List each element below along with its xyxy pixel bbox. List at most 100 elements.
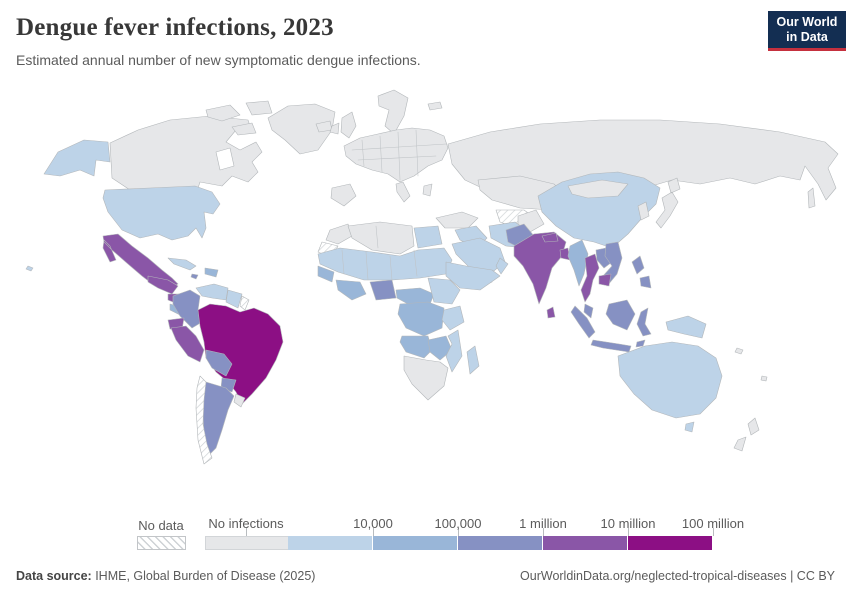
country-algeria-libya[interactable] (347, 221, 415, 255)
country-scandinavia[interactable] (377, 89, 409, 135)
country-bolivia[interactable] (205, 349, 233, 377)
country-peru[interactable] (170, 325, 205, 363)
country-india[interactable] (513, 231, 567, 305)
legend-label-10m: 10 million (600, 516, 656, 531)
country-new-guinea[interactable] (665, 315, 707, 339)
country-myanmar[interactable] (567, 239, 589, 287)
country-greece[interactable] (422, 183, 433, 197)
country-canada-arctic-island[interactable] (245, 100, 273, 116)
country-thailand[interactable] (580, 253, 600, 303)
legend-bin-no-infections[interactable] (205, 536, 290, 550)
country-turkey[interactable] (435, 211, 479, 229)
country-sahel-band[interactable] (317, 247, 453, 281)
data-source-prefix: Data source: (16, 569, 92, 583)
legend-tick (628, 528, 629, 536)
legend-tick (458, 528, 459, 536)
country-egypt[interactable] (413, 225, 443, 249)
country-malaysia[interactable] (583, 303, 594, 319)
country-italy[interactable] (395, 181, 411, 203)
country-nepal[interactable] (541, 232, 559, 243)
country-southern-africa[interactable] (403, 355, 449, 401)
legend-bin-10k[interactable] (288, 536, 373, 550)
country-tasmania[interactable] (684, 421, 695, 433)
country-chile[interactable] (195, 375, 213, 465)
country-cambodia[interactable] (598, 273, 612, 287)
country-venezuela[interactable] (195, 283, 229, 301)
country-french-guiana[interactable] (239, 295, 250, 311)
country-sulawesi[interactable] (636, 307, 652, 337)
country-jamaica[interactable] (190, 273, 199, 280)
country-korea[interactable] (637, 201, 650, 221)
legend-label-no-infections: No infections (208, 516, 284, 531)
country-mozambique[interactable] (445, 329, 463, 373)
country-borneo[interactable] (605, 299, 636, 331)
country-greenland[interactable] (267, 103, 336, 155)
legend-label-100m: 100 million (681, 516, 745, 531)
country-sakhalin[interactable] (807, 187, 816, 209)
legend-tick (713, 528, 714, 536)
country-west-africa-coast[interactable] (335, 279, 367, 301)
country-madagascar[interactable] (466, 345, 480, 375)
legend-label-1m: 1 million (519, 516, 567, 531)
world-choropleth-map (25, 89, 839, 465)
legend-bin-100m[interactable] (628, 536, 713, 550)
country-iberia[interactable] (330, 183, 357, 207)
country-alaska[interactable] (43, 139, 111, 177)
legend-no-data-swatch[interactable] (137, 536, 186, 550)
country-uk[interactable] (340, 111, 357, 139)
country-oman[interactable] (495, 257, 509, 275)
data-source-text: IHME, Global Burden of Disease (2025) (91, 569, 316, 583)
legend-label-10k: 10,000 (353, 516, 393, 531)
country-mongolia[interactable] (567, 179, 629, 199)
country-canada-arctic-island[interactable] (205, 104, 241, 122)
country-philippines[interactable] (631, 255, 652, 289)
country-uruguay[interactable] (233, 393, 246, 408)
country-europe-mainland[interactable] (343, 127, 449, 183)
legend-tick (543, 528, 544, 536)
legend-bin-10m[interactable] (543, 536, 628, 550)
country-nigeria[interactable] (369, 279, 397, 301)
country-drc[interactable] (397, 301, 445, 337)
legend-bin-100k[interactable] (373, 536, 458, 550)
country-new-zealand[interactable] (733, 417, 760, 452)
legend-tick (246, 528, 247, 536)
country-solomon-islands[interactable] (734, 347, 744, 355)
legend-label-100k: 100,000 (434, 516, 482, 531)
map-legend: No data No infections 10,000 100,000 1 m… (0, 514, 850, 554)
country-guyana-suriname[interactable] (225, 289, 243, 309)
country-usa[interactable] (102, 185, 221, 241)
credit-link[interactable]: OurWorldinData.org/neglected-tropical-di… (520, 569, 835, 583)
africa-internal-borders (341, 225, 418, 281)
country-angola[interactable] (399, 335, 433, 359)
owid-logo[interactable]: Our World in Data (768, 11, 846, 51)
country-zambia-zimbabwe[interactable] (427, 335, 453, 361)
country-hawaii[interactable] (25, 265, 34, 272)
page-subtitle: Estimated annual number of new symptomat… (16, 52, 421, 68)
country-sri-lanka[interactable] (546, 306, 556, 319)
country-cuba[interactable] (167, 257, 197, 271)
legend-tick (373, 528, 374, 536)
page-title: Dengue fever infections, 2023 (16, 14, 334, 41)
country-argentina[interactable] (202, 381, 235, 457)
country-cameroon-car[interactable] (395, 287, 435, 305)
country-canada-arctic-island[interactable] (231, 122, 257, 136)
country-tanzania[interactable] (441, 305, 465, 331)
country-sumatra[interactable] (570, 305, 596, 339)
country-morocco[interactable] (325, 223, 353, 245)
country-east-africa[interactable] (427, 277, 461, 305)
europe-internal-borders (351, 129, 447, 181)
data-source-note: Data source: IHME, Global Burden of Dise… (16, 569, 315, 583)
country-guatemala-honduras[interactable] (147, 275, 179, 295)
legend-bin-1m[interactable] (458, 536, 543, 550)
country-senegal-guinea[interactable] (317, 265, 335, 283)
country-fiji[interactable] (760, 375, 768, 382)
country-ireland[interactable] (329, 122, 340, 135)
country-svalbard[interactable] (427, 101, 443, 111)
country-java[interactable] (590, 339, 632, 353)
country-horn-of-africa[interactable] (445, 261, 501, 291)
country-hispaniola[interactable] (204, 267, 219, 278)
owid-logo-text: Our World in Data (776, 14, 838, 44)
country-timor[interactable] (635, 339, 646, 348)
country-australia[interactable] (617, 341, 723, 419)
country-japan[interactable] (655, 177, 681, 229)
